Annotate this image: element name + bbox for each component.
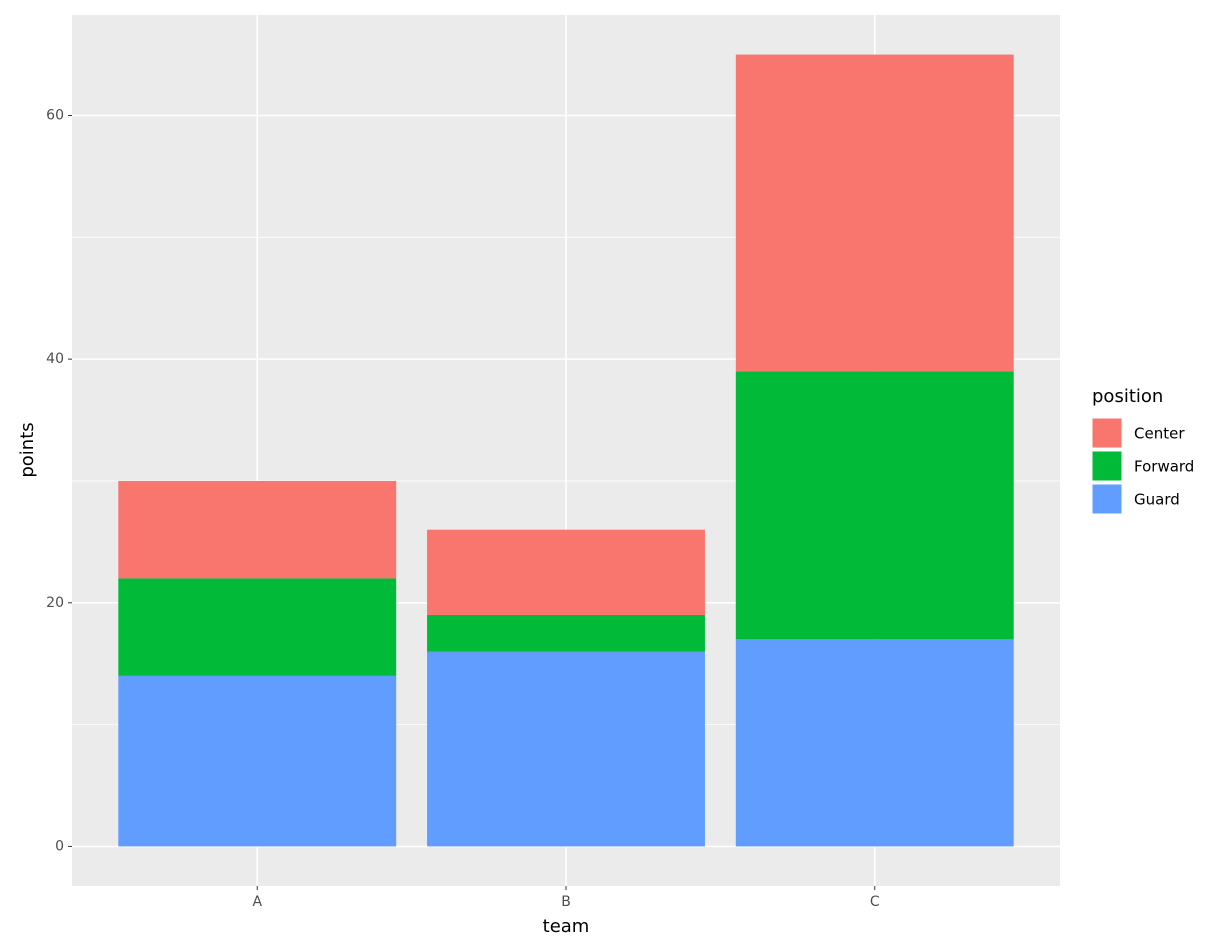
legend-label: Forward [1134, 458, 1194, 476]
bar-segment [735, 54, 1014, 372]
legend-key [1091, 450, 1123, 482]
legend-title: position [1092, 386, 1163, 407]
legend-label: Center [1134, 425, 1185, 443]
bar-segment [118, 480, 397, 579]
legend-key [1091, 417, 1123, 449]
legend-key [1091, 483, 1123, 515]
bar-segment [118, 675, 397, 847]
legend-label: Guard [1134, 491, 1180, 509]
bar-segment [735, 639, 1014, 847]
x-tick-label: B [561, 894, 571, 910]
x-tick-label: C [870, 894, 880, 910]
y-axis-title: points [17, 422, 38, 477]
x-axis-title: team [543, 916, 590, 937]
bar-segment [427, 529, 705, 615]
bar-segment [735, 371, 1014, 640]
x-tick-label: A [252, 894, 262, 910]
bar-segment [427, 651, 705, 847]
y-tick-label: 40 [46, 351, 64, 367]
bar-segment [427, 614, 705, 652]
y-tick-label: 20 [46, 595, 64, 611]
y-tick-label: 60 [46, 108, 64, 124]
bar-segment [118, 578, 397, 676]
y-tick-label: 0 [55, 838, 64, 854]
